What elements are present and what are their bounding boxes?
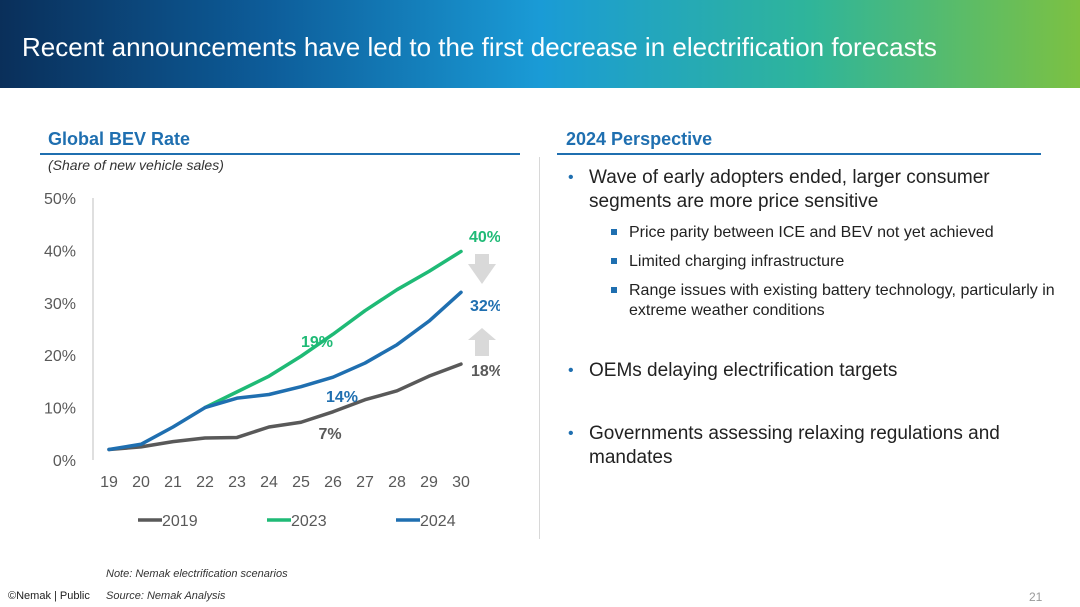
data-label-2019: 7% — [318, 426, 341, 443]
page-number: 21 — [1029, 590, 1043, 604]
chart-legend: 2019 2023 2024 — [138, 513, 456, 530]
bullet-dot-icon: • — [568, 362, 574, 379]
source-note: Source: Nemak Analysis — [106, 590, 226, 602]
slide-title: Recent announcements have led to the fir… — [22, 32, 937, 62]
forecast-change-arrows — [468, 254, 496, 356]
square-bullet-icon — [611, 287, 617, 293]
square-bullet-icon — [611, 258, 617, 264]
x-tick-label: 29 — [420, 474, 438, 491]
x-tick-label: 19 — [100, 474, 118, 491]
sub-bullet-text: Limited charging infrastructure — [629, 253, 845, 270]
x-tick-label: 22 — [196, 474, 214, 491]
sub-bullet-item: Range issues with existing battery techn… — [566, 281, 1066, 321]
x-tick-label: 20 — [132, 474, 150, 491]
series-line-2019 — [107, 362, 463, 452]
data-label-2023: 19% — [301, 334, 333, 351]
title-banner: Recent announcements have led to the fir… — [0, 0, 1080, 88]
x-tick-label: 25 — [292, 474, 310, 491]
series-line-2024 — [107, 290, 463, 452]
column-separator — [539, 157, 540, 539]
perspective-bullets: • Wave of early adopters ended, larger c… — [566, 166, 1066, 470]
x-tick-label: 28 — [388, 474, 406, 491]
series-line-2023 — [203, 249, 463, 410]
data-label-2023: 40% — [469, 229, 500, 246]
x-tick-label: 24 — [260, 474, 278, 491]
up-arrow-icon — [468, 328, 496, 356]
chart-title-rule — [40, 153, 520, 155]
bullet-item: • Wave of early adopters ended, larger c… — [566, 166, 1066, 214]
data-label-2024: 32% — [470, 298, 500, 315]
y-tick-label: 40% — [44, 243, 76, 260]
y-tick-label: 50% — [44, 191, 76, 208]
chart-subtitle: (Share of new vehicle sales) — [48, 157, 224, 173]
x-tick-label: 30 — [452, 474, 470, 491]
y-tick-label: 0% — [53, 453, 76, 470]
footnote: Note: Nemak electrification scenarios — [106, 568, 288, 580]
series-lines — [107, 249, 463, 452]
copyright-label: ©Nemak | Public — [8, 590, 90, 602]
data-label-2019: 18% — [471, 363, 500, 380]
down-arrow-icon — [468, 254, 496, 284]
bullet-text: Governments assessing relaxing regulatio… — [589, 423, 1000, 468]
legend-label-2023: 2023 — [291, 513, 327, 530]
sub-bullet-text: Price parity between ICE and BEV not yet… — [629, 224, 994, 241]
perspective-title: 2024 Perspective — [566, 129, 713, 149]
y-tick-labels: 0% 10% 20% 30% 40% 50% — [44, 191, 76, 470]
x-tick-labels: 19 20 21 22 23 24 25 26 27 28 29 30 — [100, 474, 470, 491]
chart-section-title: Global BEV Rate — [48, 129, 191, 149]
bullet-dot-icon: • — [568, 169, 574, 186]
y-tick-label: 30% — [44, 296, 76, 313]
bullet-item: • OEMs delaying electrification targets — [566, 359, 1066, 383]
bullet-text: OEMs delaying electrification targets — [589, 360, 898, 381]
x-tick-label: 23 — [228, 474, 246, 491]
x-tick-label: 26 — [324, 474, 342, 491]
bullet-dot-icon: • — [568, 425, 574, 442]
data-label-2024: 14% — [326, 389, 358, 406]
y-tick-label: 20% — [44, 348, 76, 365]
sub-bullet-item: Price parity between ICE and BEV not yet… — [566, 223, 1066, 243]
data-labels: 40% 32% 18% 19% 14% 7% — [301, 229, 500, 443]
legend-label-2024: 2024 — [420, 513, 456, 530]
sub-bullet-item: Limited charging infrastructure — [566, 252, 1066, 272]
y-tick-label: 10% — [44, 401, 76, 418]
x-tick-label: 27 — [356, 474, 374, 491]
bullet-text: Wave of early adopters ended, larger con… — [589, 167, 990, 212]
square-bullet-icon — [611, 229, 617, 235]
bullet-item: • Governments assessing relaxing regulat… — [566, 422, 1066, 470]
bev-rate-chart: 0% 10% 20% 30% 40% 50% 19 20 21 22 23 24 25 26 27 28 29… — [44, 191, 500, 530]
x-tick-label: 21 — [164, 474, 182, 491]
perspective-title-rule — [557, 153, 1041, 155]
legend-label-2019: 2019 — [162, 513, 198, 530]
sub-bullet-text: Range issues with existing battery techn… — [629, 282, 1055, 319]
